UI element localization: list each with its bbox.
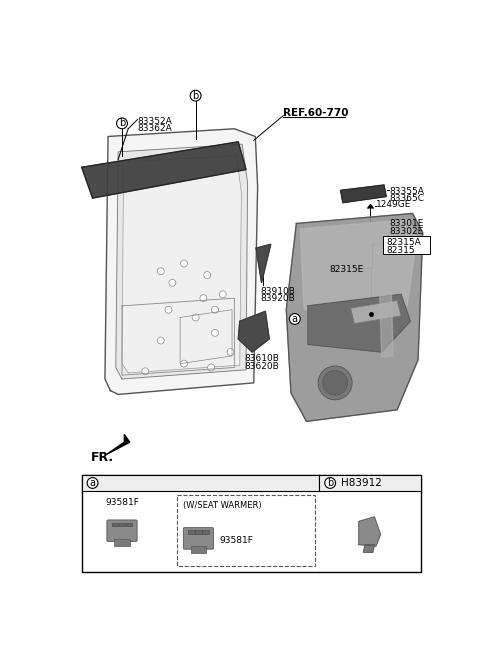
Polygon shape xyxy=(286,213,423,421)
Text: 83610B: 83610B xyxy=(244,354,279,363)
Text: 83301E: 83301E xyxy=(389,219,424,228)
Text: b: b xyxy=(327,478,333,488)
Polygon shape xyxy=(122,155,241,373)
Circle shape xyxy=(192,314,199,321)
Circle shape xyxy=(157,268,164,275)
FancyBboxPatch shape xyxy=(383,236,430,255)
Text: 82315: 82315 xyxy=(386,246,415,255)
Polygon shape xyxy=(340,185,386,203)
Bar xyxy=(188,530,194,534)
Bar xyxy=(319,475,421,491)
Polygon shape xyxy=(107,434,130,455)
Circle shape xyxy=(208,364,215,371)
Bar xyxy=(177,495,315,566)
Polygon shape xyxy=(359,517,381,546)
Circle shape xyxy=(180,360,188,367)
Polygon shape xyxy=(116,144,248,379)
Circle shape xyxy=(318,366,352,400)
Circle shape xyxy=(87,478,98,488)
Circle shape xyxy=(212,306,218,313)
Polygon shape xyxy=(308,295,410,352)
Text: H83912: H83912 xyxy=(341,478,382,488)
Circle shape xyxy=(200,295,207,302)
Text: 82315E: 82315E xyxy=(329,265,363,274)
Polygon shape xyxy=(82,142,246,198)
Text: 83352A: 83352A xyxy=(137,117,172,126)
Circle shape xyxy=(190,91,201,101)
Bar xyxy=(195,530,202,534)
Bar xyxy=(82,475,421,571)
Text: (W/SEAT WARMER): (W/SEAT WARMER) xyxy=(183,501,262,510)
Circle shape xyxy=(142,368,149,375)
Polygon shape xyxy=(363,544,374,552)
Circle shape xyxy=(117,118,127,129)
Text: 83302E: 83302E xyxy=(389,226,424,236)
Circle shape xyxy=(289,314,300,324)
Polygon shape xyxy=(300,220,417,310)
Circle shape xyxy=(323,371,348,395)
Text: 83365C: 83365C xyxy=(389,194,424,203)
Bar xyxy=(191,546,206,554)
Text: 83362A: 83362A xyxy=(137,124,172,133)
Text: 83355A: 83355A xyxy=(389,186,424,195)
Circle shape xyxy=(157,337,164,344)
Text: 83620B: 83620B xyxy=(244,362,279,371)
Text: FR.: FR. xyxy=(91,451,114,464)
Text: 93581F: 93581F xyxy=(105,499,139,507)
Circle shape xyxy=(227,348,234,356)
Text: a: a xyxy=(292,314,298,324)
Circle shape xyxy=(325,478,336,488)
Text: 83910B: 83910B xyxy=(260,287,295,296)
Circle shape xyxy=(204,272,211,279)
Bar xyxy=(112,523,118,527)
Bar xyxy=(126,523,132,527)
Text: b: b xyxy=(119,118,125,129)
FancyBboxPatch shape xyxy=(183,527,214,549)
Text: 93581F: 93581F xyxy=(219,536,253,545)
Bar xyxy=(82,475,319,491)
Text: 82315A: 82315A xyxy=(386,238,421,247)
Circle shape xyxy=(219,291,226,298)
Text: 1249GE: 1249GE xyxy=(376,199,411,209)
FancyBboxPatch shape xyxy=(107,520,137,541)
Polygon shape xyxy=(105,129,258,394)
Text: REF.60-770: REF.60-770 xyxy=(283,108,348,118)
Circle shape xyxy=(212,329,218,337)
Bar xyxy=(119,523,125,527)
Polygon shape xyxy=(350,300,401,323)
Circle shape xyxy=(165,306,172,313)
Text: b: b xyxy=(192,91,199,100)
Bar xyxy=(114,539,130,546)
Circle shape xyxy=(180,260,188,267)
Bar xyxy=(203,530,208,534)
Text: 83920B: 83920B xyxy=(260,295,295,303)
Circle shape xyxy=(169,279,176,286)
Polygon shape xyxy=(378,228,393,358)
Text: a: a xyxy=(90,478,96,488)
Polygon shape xyxy=(256,244,271,283)
Polygon shape xyxy=(238,311,269,352)
